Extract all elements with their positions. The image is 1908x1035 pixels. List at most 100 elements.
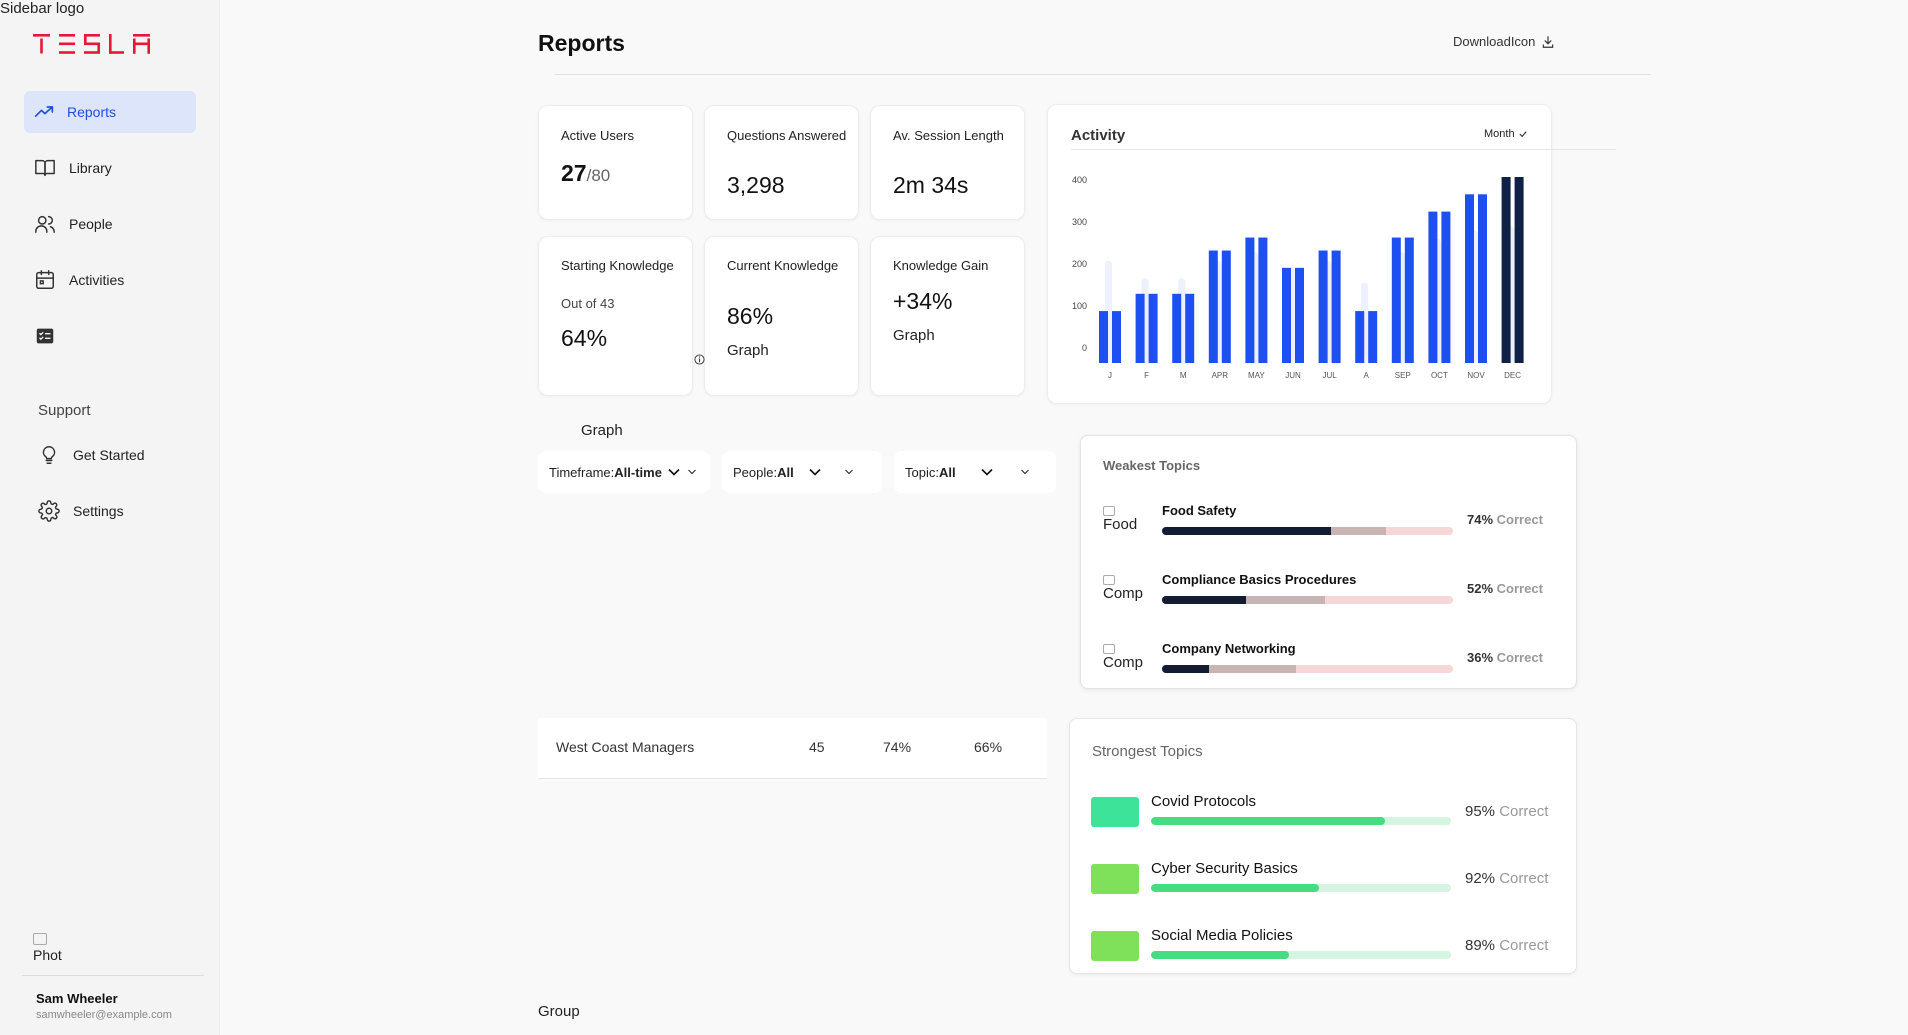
stat-card-knowledge-gain: Knowledge Gain +34% Graph [870,236,1025,396]
x-tick-label: APR [1212,371,1229,380]
sidebar-item-tasks[interactable] [24,315,196,357]
stat-value: 86% [727,303,774,329]
bar [1148,293,1158,363]
topic-percent: 36% Correct [1467,650,1543,665]
sidebar-item-people[interactable]: People [24,203,196,245]
calendar-icon [36,270,54,289]
check-icon [1518,131,1527,138]
x-tick-label: OCT [1431,371,1448,380]
filter-name: Topic: [905,464,939,480]
bar-primary [1162,527,1331,535]
stat-card-current-knowledge: Current Knowledge 86% Graph [704,236,859,396]
bar [1391,237,1401,363]
chevron-down-icon [668,468,680,476]
strong-topic-row[interactable]: Social Media Policies 89% Correct [1070,927,1576,967]
chevron-down-icon [1020,469,1029,475]
topic-percent: 95% Correct [1465,803,1549,820]
divider [1071,149,1616,150]
weak-topic-row[interactable]: Food Food Safety 74% Correct [1081,503,1576,553]
profile-photo[interactable]: Phot [33,933,62,964]
sidebar-item-get-started[interactable]: Get Started [28,434,200,476]
topic-thumbnail [1091,864,1139,894]
bar-primary [1151,884,1319,892]
gear-icon [38,500,60,522]
bar [1355,311,1365,363]
strong-topic-row[interactable]: Cyber Security Basics 92% Correct [1070,860,1576,900]
bar [1245,237,1255,363]
topic-name: Social Media Policies [1151,927,1293,944]
page-title: Reports [538,30,625,56]
topic-progress-bar [1151,817,1451,825]
topic-progress-bar [1162,527,1453,535]
bar [1404,237,1414,363]
chevron-down-icon [809,468,821,476]
trending-up-icon [34,106,54,117]
table-row[interactable]: West Coast Managers 45 74% 66% [538,718,1047,779]
stat-label: Questions Answered [727,128,847,143]
filter-timeframe[interactable]: Timeframe: All-time [538,451,710,493]
x-tick-label: J [1108,371,1112,380]
bar-secondary [1162,665,1296,673]
bar-primary [1151,951,1289,959]
x-tick-label: SEP [1395,371,1411,380]
stat-sub: Out of 43 [561,296,615,311]
broken-image-icon [1103,506,1115,516]
topic-name: Compliance Basics Procedures [1162,572,1357,587]
sidebar-item-reports[interactable]: Reports [24,91,196,133]
bar [1258,237,1268,363]
cell-percent: 74% [883,739,912,755]
bar [1282,267,1291,363]
download-label: DownloadIcon [1453,34,1536,49]
people-icon [35,215,55,233]
group-image: Group [538,1003,580,1020]
user-name: Sam Wheeler [36,991,118,1006]
topic-image: Compli [1103,575,1143,609]
graph-image: Graph [727,342,769,359]
activity-card: Activity 0 100 200 300 400 J F M APR MAY JUN JUL A SE… [1047,104,1616,404]
stat-card-starting-knowledge: Starting Knowledge Out of 43 64% [538,236,693,396]
filter-name: People: [733,464,778,480]
topic-name: Company Networking [1162,641,1296,656]
filter-people[interactable]: People: All [722,451,882,493]
topic-image: Compa [1103,644,1143,678]
stat-label: Av. Session Length [893,128,1004,143]
profile-photo-alt: Phot [33,947,62,963]
tesla-logo[interactable] [33,34,159,54]
info-icon[interactable] [694,354,705,365]
topic-percent: 74% Correct [1467,512,1543,527]
book-icon [35,159,55,177]
stat-label: Active Users [561,128,634,143]
weak-topic-row[interactable]: Compa Company Networking 36% Correct [1081,641,1576,691]
cell-count: 45 [809,739,825,755]
bar [1478,194,1487,363]
weakest-topics-card: Weakest Topics Food Food Safety 74% Corr… [1080,435,1577,689]
strong-topic-row[interactable]: Covid Protocols 95% Correct [1070,793,1576,833]
bar [1428,211,1438,363]
sidebar-item-library[interactable]: Library [24,147,196,189]
bar [1221,250,1231,363]
divider [22,975,204,976]
period-select[interactable]: Month [1484,128,1527,140]
sidebar-item-settings[interactable]: Settings [28,490,200,532]
stat-card-session-length: Av. Session Length 2m 34s [870,105,1025,220]
filter-value: All [777,464,794,480]
bar [1135,293,1145,363]
download-button[interactable]: DownloadIcon [1453,34,1555,49]
filter-value: All-time [614,464,662,480]
sidebar-item-label: Library [69,160,112,176]
broken-image-icon [1103,644,1115,654]
period-value: Month [1484,128,1515,140]
download-icon [1543,35,1554,48]
topic-name: Food Safety [1162,503,1237,518]
sidebar-item-activities[interactable]: Activities [24,259,196,301]
broken-image-icon [1103,575,1115,585]
x-tick-label: JUN [1285,371,1301,380]
topic-thumbnail [1091,931,1139,961]
sidebar-item-label: Get Started [73,447,145,463]
strongest-topics-title: Strongest Topics [1092,743,1203,760]
chevron-down-icon [687,469,696,475]
weak-topic-row[interactable]: Compli Compliance Basics Procedures 52% … [1081,572,1576,622]
filter-topic[interactable]: Topic: All [894,451,1056,493]
strongest-topics-card: Strongest Topics Covid Protocols 95% Cor… [1069,718,1577,974]
stat-card-questions: Questions Answered 3,298 [704,105,859,220]
